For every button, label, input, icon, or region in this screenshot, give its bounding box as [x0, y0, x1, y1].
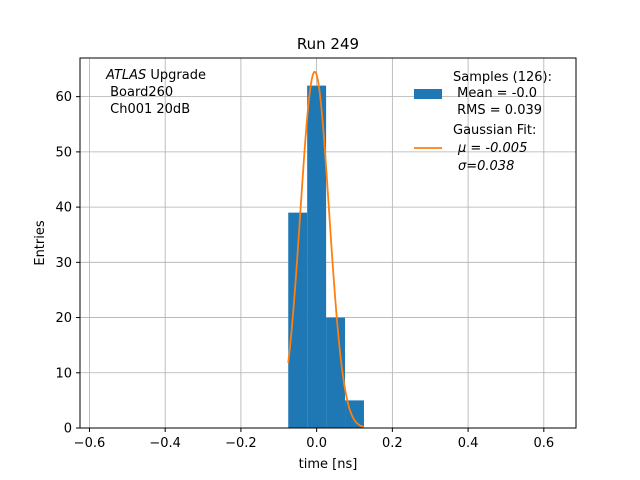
chart-title: Run 249: [297, 35, 359, 53]
annotation-line-1: ATLAS Upgrade: [105, 68, 206, 83]
x-tick-label: 0.4: [458, 436, 479, 451]
y-tick-label: 30: [55, 256, 72, 271]
histogram-bar: [288, 212, 308, 428]
x-tick-label: 0.2: [382, 436, 403, 451]
x-tick-label: −0.6: [74, 436, 106, 451]
y-axis-label: Entries: [33, 220, 48, 266]
legend-fit-line-1: Gaussian Fit:: [453, 123, 536, 138]
legend-samples-line-3: RMS = 0.039: [453, 103, 542, 118]
histogram-bar: [326, 317, 346, 428]
x-tick-label: −0.2: [225, 436, 257, 451]
plot-frame: [79, 57, 577, 429]
annotation-line-3: Ch001 20dB: [106, 102, 190, 117]
atlas-annotation: ATLAS Upgrade Board260 Ch001 20dB: [105, 68, 206, 117]
legend-samples-line-1: Samples (126):: [453, 70, 552, 85]
gaussian-fit-curve: [287, 70, 365, 428]
x-tick-label: −0.4: [149, 436, 181, 451]
gaussian-fit-layer: [287, 70, 365, 428]
x-tick-label: 0.6: [533, 436, 554, 451]
y-tick-label: 20: [55, 311, 72, 326]
histogram-bar: [307, 85, 327, 428]
legend-patch-samples: [414, 89, 442, 99]
x-axis-ticks: −0.6 −0.4 −0.2 0.0 0.2 0.4 0.6: [74, 428, 554, 451]
histogram-bars: [288, 85, 364, 428]
y-tick-label: 40: [55, 201, 72, 216]
x-axis-label: time [ns]: [299, 457, 358, 472]
legend-fit-line-2: μ = -0.005: [457, 141, 527, 156]
legend-samples-line-2: Mean = -0.0: [453, 86, 537, 101]
y-axis-ticks: 0 10 20 30 40 50 60: [55, 90, 80, 437]
x-tick-label: 0.0: [306, 436, 327, 451]
legend-fit-line-3: σ=0.038: [458, 159, 514, 174]
legend: Samples (126): Mean = -0.0 RMS = 0.039 G…: [414, 70, 552, 174]
y-tick-label: 60: [55, 90, 72, 105]
annotation-upgrade: Upgrade: [146, 68, 206, 83]
y-tick-label: 0: [64, 422, 72, 437]
annotation-line-2: Board260: [106, 85, 173, 100]
annotation-atlas-italic: ATLAS: [105, 68, 146, 83]
y-tick-label: 50: [55, 145, 72, 160]
y-tick-label: 10: [55, 366, 72, 381]
grid-lines: [80, 58, 576, 429]
